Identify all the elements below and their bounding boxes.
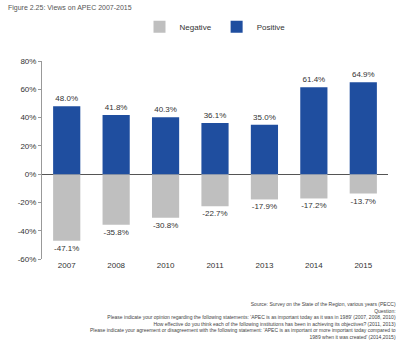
svg-text:2010: 2010 <box>157 261 175 270</box>
svg-text:60%: 60% <box>20 85 36 94</box>
svg-text:-17.2%: -17.2% <box>301 201 326 210</box>
svg-text:35.0%: 35.0% <box>253 113 276 122</box>
svg-text:0%: 0% <box>25 170 37 179</box>
svg-text:41.8%: 41.8% <box>105 103 128 112</box>
svg-text:48.0%: 48.0% <box>55 94 78 103</box>
svg-text:40.3%: 40.3% <box>154 105 177 114</box>
svg-text:Negative: Negative <box>180 23 212 32</box>
svg-text:2008: 2008 <box>107 261 125 270</box>
svg-text:36.1%: 36.1% <box>204 111 227 120</box>
svg-text:Figure 2.25: Views on APEC 200: Figure 2.25: Views on APEC 2007-2015 <box>8 4 132 12</box>
svg-text:2014: 2014 <box>305 261 323 270</box>
svg-text:20%: 20% <box>20 142 36 151</box>
svg-text:-30.8%: -30.8% <box>153 221 178 230</box>
svg-text:-17.9%: -17.9% <box>252 202 277 211</box>
svg-text:2011: 2011 <box>206 261 224 270</box>
svg-text:64.9%: 64.9% <box>352 70 375 79</box>
svg-text:-47.1%: -47.1% <box>54 244 79 253</box>
svg-text:2013: 2013 <box>256 261 274 270</box>
svg-text:-20%: -20% <box>18 198 37 207</box>
svg-text:40%: 40% <box>20 113 36 122</box>
svg-text:61.4%: 61.4% <box>303 75 326 84</box>
svg-text:-13.7%: -13.7% <box>351 197 376 206</box>
svg-text:-22.7%: -22.7% <box>202 209 227 218</box>
svg-text:-35.8%: -35.8% <box>103 228 128 237</box>
svg-text:80%: 80% <box>20 57 36 66</box>
svg-text:2007: 2007 <box>58 261 76 270</box>
svg-text:-60%: -60% <box>18 255 37 264</box>
svg-text:-40%: -40% <box>18 227 37 236</box>
svg-text:Positive: Positive <box>257 23 286 32</box>
svg-text:Source: Survey on the State of: Source: Survey on the State of the Regio… <box>90 301 396 340</box>
svg-text:2015: 2015 <box>354 261 372 270</box>
